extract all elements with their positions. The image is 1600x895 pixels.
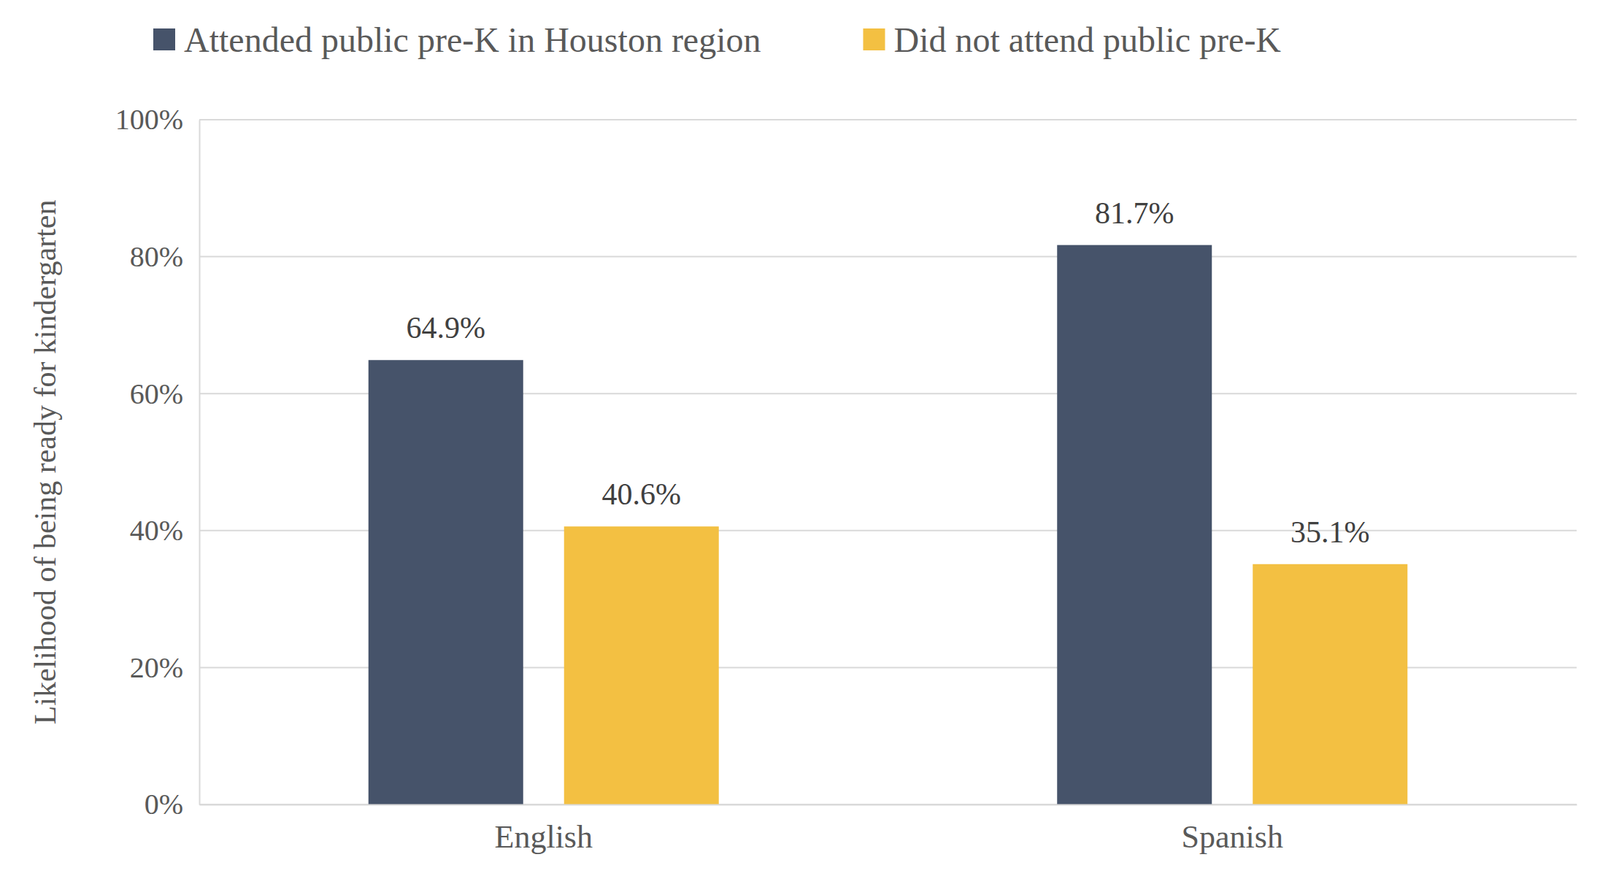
plot-area: 0% 20% 40% 60% 80% 100% English Spanish 64.9% 81.… bbox=[115, 102, 1578, 855]
legend-item: Did not attend public pre-K bbox=[863, 20, 1282, 60]
y-axis-title: Likelihood of being ready for kindergart… bbox=[28, 200, 63, 725]
y-axis: 0% 20% 40% 60% 80% 100% bbox=[115, 102, 200, 821]
legend-label: Attended public pre-K in Houston region bbox=[183, 20, 762, 60]
legend-swatch bbox=[863, 28, 886, 51]
data-labels: 64.9% 81.7% 40.6% 35.1% bbox=[406, 196, 1371, 549]
grid-line bbox=[199, 256, 1577, 258]
y-tick: 40% bbox=[129, 513, 200, 547]
y-axis-line bbox=[199, 120, 201, 806]
bar-series bbox=[564, 526, 1409, 805]
chart: 0% 20% 40% 60% 80% 100% English Spanish 64.9% 81.… bbox=[0, 0, 1600, 895]
bars bbox=[368, 245, 1409, 805]
data-label: 81.7% bbox=[1094, 196, 1175, 230]
x-tick: Spanish bbox=[1181, 804, 1284, 855]
bar bbox=[368, 359, 524, 805]
y-tick: 20% bbox=[129, 651, 200, 684]
bar bbox=[1252, 564, 1408, 805]
data-label: 64.9% bbox=[406, 310, 487, 345]
y-tick-label: 20% bbox=[129, 651, 184, 684]
bar bbox=[564, 526, 719, 805]
bar bbox=[1056, 245, 1212, 805]
grid bbox=[199, 119, 1577, 805]
x-tick-label: English bbox=[494, 818, 593, 855]
bar-series bbox=[368, 245, 1213, 805]
y-tick-label: 0% bbox=[144, 787, 184, 821]
y-tick: 0% bbox=[144, 787, 200, 821]
x-axis-line bbox=[200, 804, 1578, 806]
y-tick: 60% bbox=[129, 377, 200, 411]
y-tick: 100% bbox=[115, 102, 200, 136]
data-label: 40.6% bbox=[602, 477, 682, 511]
legend-label: Did not attend public pre-K bbox=[894, 20, 1282, 60]
x-tick-label: Spanish bbox=[1181, 818, 1284, 855]
legend: Attended public pre-K in Houston region D… bbox=[153, 20, 1282, 60]
y-tick-label: 80% bbox=[129, 240, 184, 273]
legend-swatch bbox=[153, 28, 176, 51]
y-tick-label: 60% bbox=[129, 377, 184, 411]
x-axis: English Spanish bbox=[200, 804, 1578, 855]
legend-item: Attended public pre-K in Houston region bbox=[153, 20, 762, 60]
data-label: 35.1% bbox=[1290, 515, 1371, 549]
grid-line bbox=[199, 118, 1577, 121]
y-tick-label: 40% bbox=[129, 513, 184, 547]
y-tick: 80% bbox=[129, 240, 200, 273]
x-tick: English bbox=[494, 804, 593, 855]
y-tick-label: 100% bbox=[115, 102, 184, 136]
